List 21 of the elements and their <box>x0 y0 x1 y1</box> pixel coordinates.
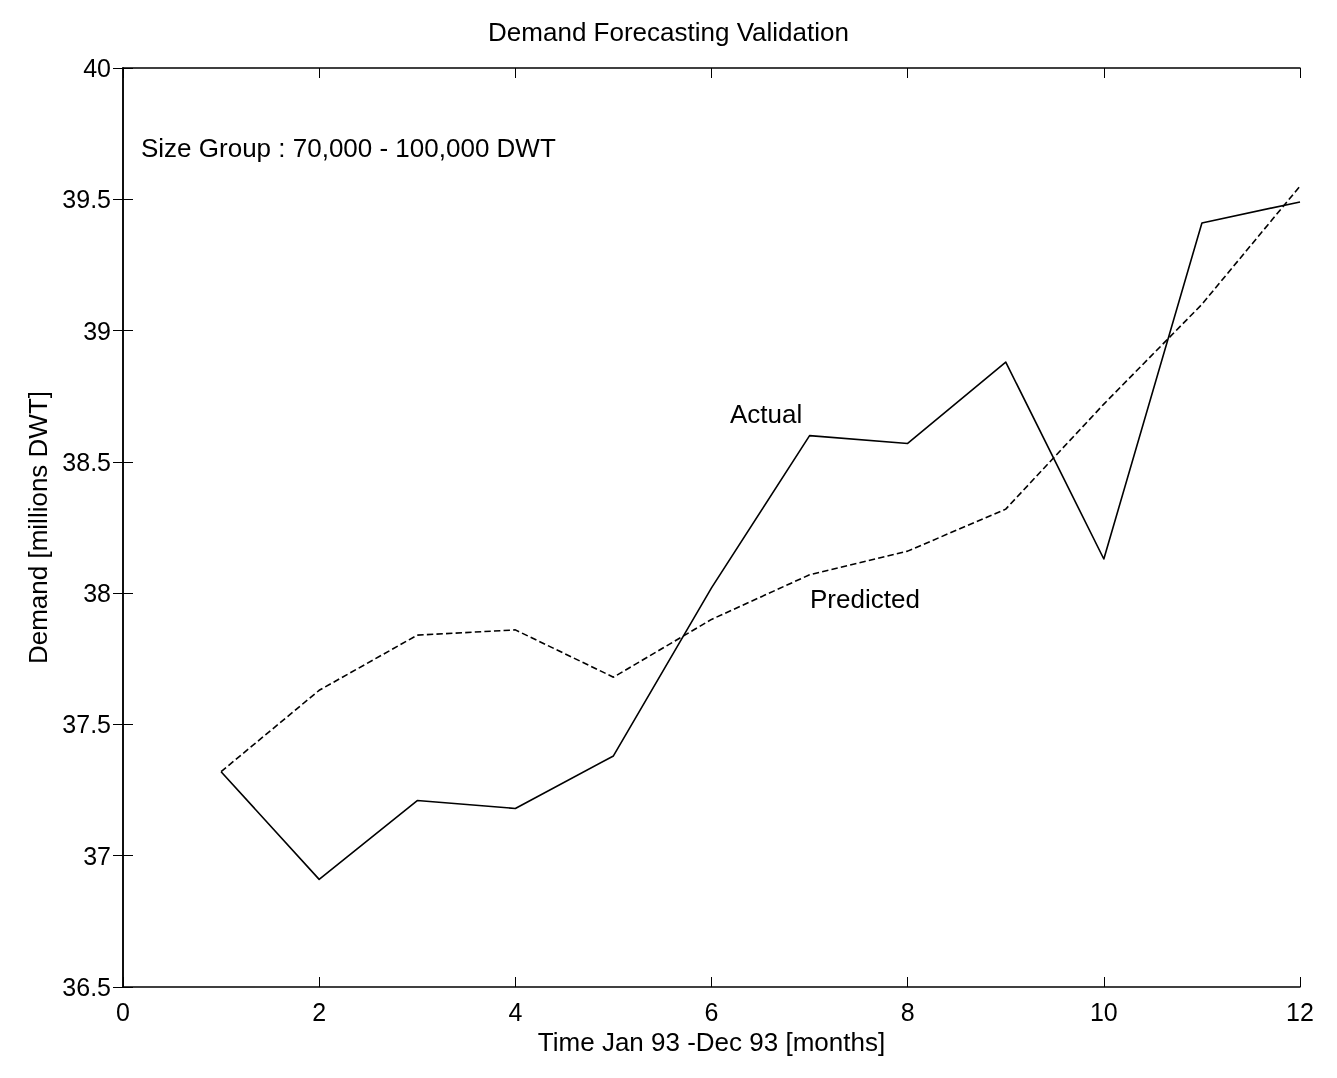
y-tick-label: 38.5 <box>62 447 111 476</box>
y-tick-label: 39.5 <box>62 185 111 214</box>
x-tick-label: 0 <box>116 997 130 1026</box>
chart-title: Demand Forecasting Validation <box>488 17 849 47</box>
y-tick-label: 38 <box>83 579 111 608</box>
series-label: Actual <box>730 399 803 429</box>
y-tick-label: 37.5 <box>62 710 111 739</box>
annotation: Size Group : 70,000 - 100,000 DWT <box>141 133 556 163</box>
series-label: Predicted <box>810 584 920 614</box>
x-tick-label: 8 <box>900 997 915 1026</box>
x-tick-label: 6 <box>704 997 719 1026</box>
y-tick-label: 36.5 <box>62 973 111 1001</box>
x-tick-label: 10 <box>1089 997 1118 1026</box>
x-axis-title: Time Jan 93 -Dec 93 [months] <box>537 1026 886 1057</box>
x-tick-label: 4 <box>508 997 523 1026</box>
y-tick-label: 39 <box>83 316 111 345</box>
x-tick-label: 12 <box>1286 997 1314 1026</box>
y-axis-title: Demand [millions DWT] <box>23 390 54 665</box>
y-tick-label: 40 <box>83 54 111 82</box>
y-tick-label: 37 <box>83 841 111 870</box>
x-tick-label: 2 <box>312 997 327 1026</box>
